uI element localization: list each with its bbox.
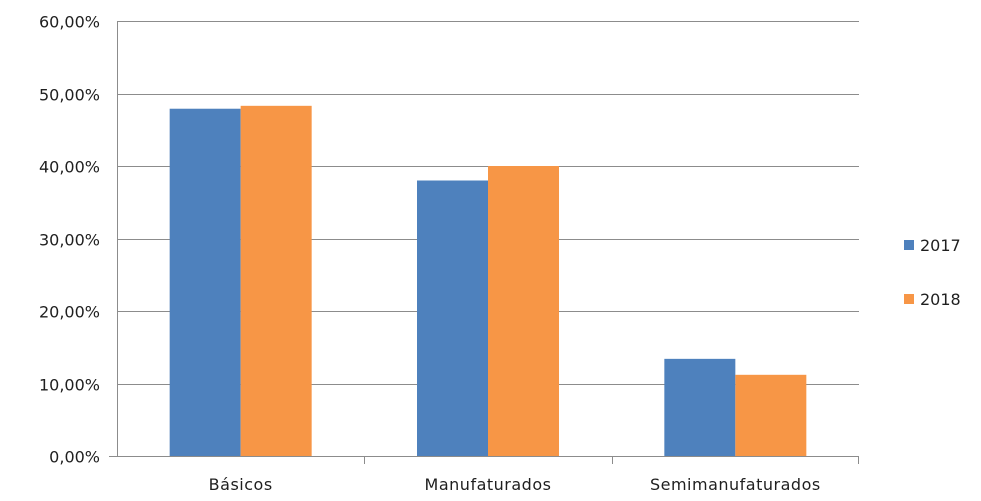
axes: 0,00% 10,00% 20,00% 30,00% 40,00% 50,00% 60,00… [39, 13, 859, 494]
bars [169, 105, 807, 456]
y-tick-label: 40,00% [39, 158, 100, 177]
bar-2018-1 [488, 166, 559, 456]
y-tick-label: 50,00% [39, 86, 100, 105]
legend-swatch-2017 [904, 240, 914, 250]
legend-label-2018: 2018 [920, 290, 961, 309]
legend-label-2017: 2017 [920, 236, 961, 255]
bar-2018-2 [735, 374, 807, 456]
bar-2017-2 [664, 358, 736, 456]
y-tick-label: 10,00% [39, 376, 100, 395]
y-tick-label: 20,00% [39, 303, 100, 322]
bar-2017-0 [169, 108, 241, 456]
x-tick-label: Semimanufaturados [650, 475, 821, 494]
y-tick-label: 30,00% [39, 231, 100, 250]
bar-2017-1 [417, 180, 488, 456]
y-tick-label: 0,00% [49, 448, 100, 467]
bar-2018-0 [240, 105, 312, 456]
x-tick-label: Manufaturados [425, 475, 552, 494]
legend: 2017 2018 [904, 236, 961, 309]
legend-swatch-2018 [904, 294, 914, 304]
y-tick-label: 60,00% [39, 13, 100, 32]
x-tick-label: Básicos [209, 475, 273, 494]
